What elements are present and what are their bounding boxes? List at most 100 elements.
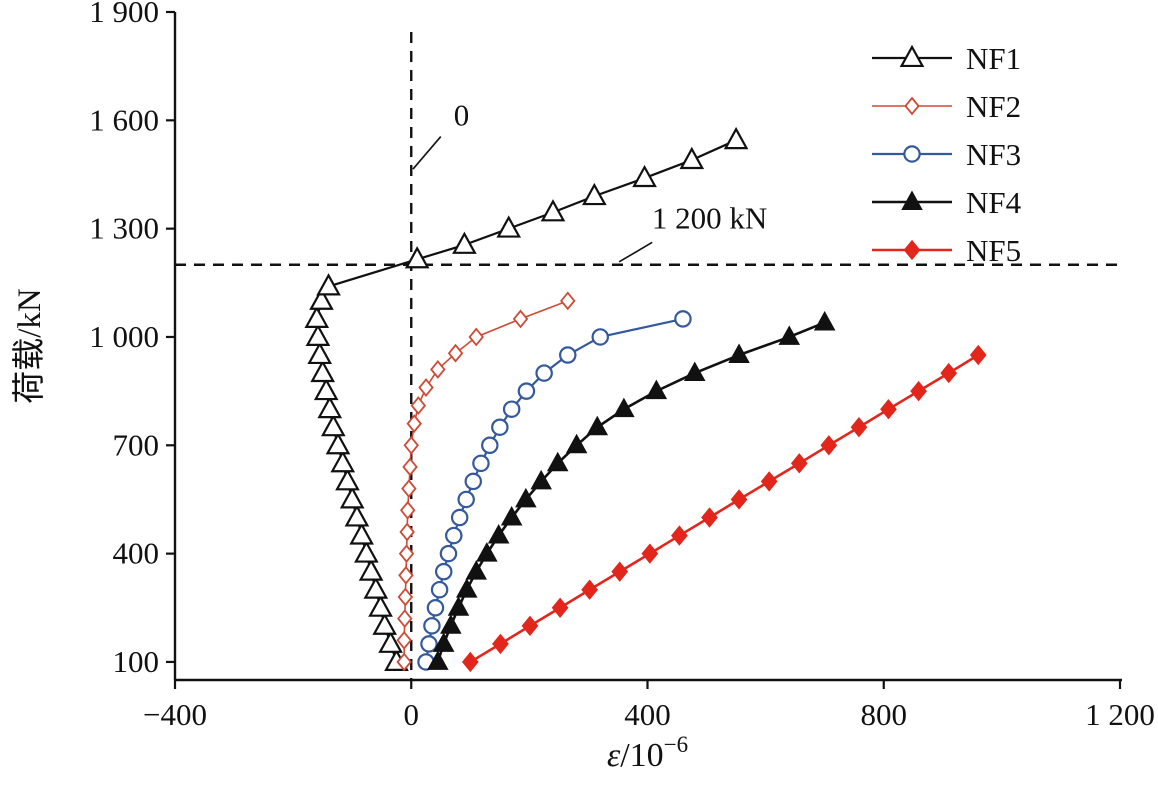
marker-diamond-filled: [671, 525, 688, 546]
legend-item-NF2: NF2: [872, 89, 1021, 124]
series-NF3: [417, 310, 692, 671]
series-NF2: [396, 291, 576, 672]
marker-diamond-filled: [760, 471, 778, 492]
marker-triangle-filled: [546, 451, 569, 472]
series-NF1: [304, 126, 749, 671]
marker-diamond-filled: [903, 239, 921, 261]
x-tick-label: 400: [624, 697, 671, 732]
marker-triangle-open: [316, 273, 341, 296]
marker-diamond-open: [418, 378, 434, 397]
series-NF4: [427, 310, 836, 670]
marker-circle-open: [439, 544, 458, 563]
marker-circle-open: [472, 454, 490, 473]
marker-triangle-open: [317, 395, 343, 419]
marker-diamond-open: [398, 544, 415, 564]
marker-triangle-open: [339, 486, 365, 509]
y-axis-title: 荷载/kN: [11, 288, 48, 404]
marker-triangle-open: [310, 359, 335, 383]
marker-diamond-open: [560, 291, 576, 311]
annotation-text: 1 200 kN: [652, 201, 767, 236]
marker-diamond-filled: [701, 507, 718, 528]
marker-triangle-open: [305, 323, 331, 346]
marker-diamond-filled: [611, 561, 629, 582]
legend: NF1 NF2 NF3 NF4 NF5: [872, 41, 1022, 268]
marker-circle-open: [426, 599, 445, 617]
marker-diamond-open: [406, 414, 422, 434]
marker-circle-open: [450, 508, 469, 527]
marker-triangle-open: [344, 504, 370, 527]
marker-triangle-filled: [565, 433, 588, 454]
marker-diamond-filled: [641, 543, 659, 564]
marker-triangle-filled: [465, 560, 487, 580]
marker-triangle-open: [309, 287, 334, 310]
marker-diamond-filled: [880, 399, 897, 420]
marker-diamond-filled: [461, 651, 479, 673]
marker-triangle-filled: [487, 524, 510, 544]
annotation-text: 0: [454, 98, 470, 133]
marker-triangle-open: [307, 341, 333, 365]
x-tick-label: 1 200: [1085, 697, 1155, 732]
legend-label-NF2: NF2: [966, 89, 1021, 124]
marker-diamond-open: [399, 500, 416, 520]
reference-lines: [175, 32, 1120, 680]
marker-circle-open: [445, 526, 463, 545]
series-line-NF5: [469, 353, 979, 664]
marker-diamond-open: [402, 457, 418, 477]
legend-item-NF1: NF1: [872, 41, 1021, 76]
marker-triangle-open: [679, 146, 705, 170]
marker-triangle-open: [378, 630, 403, 653]
marker-diamond-filled: [730, 489, 748, 510]
marker-diamond-open: [403, 435, 419, 455]
legend-label-NF4: NF4: [966, 185, 1022, 220]
x-tick-label: 0: [404, 697, 420, 732]
marker-triangle-filled: [515, 487, 537, 508]
marker-triangle-open: [320, 413, 346, 437]
annotation-leader-line: [412, 136, 442, 170]
marker-diamond-filled: [820, 435, 838, 456]
y-tick-label: 1 000: [89, 319, 159, 354]
marker-triangle-filled: [586, 415, 609, 436]
marker-circle-open: [517, 382, 536, 400]
marker-triangle-filled: [500, 505, 523, 526]
marker-circle-open: [502, 400, 521, 418]
marker-triangle-open: [372, 612, 397, 635]
marker-triangle-open: [313, 377, 339, 401]
marker-triangle-filled: [728, 343, 750, 363]
marker-triangle-open: [723, 126, 749, 150]
marker-circle-open: [559, 346, 577, 364]
marker-triangle-open: [363, 576, 389, 599]
y-tick-label: 1 600: [89, 102, 159, 137]
marker-triangle-filled: [813, 310, 836, 331]
marker-diamond-filled: [521, 615, 539, 637]
marker-diamond-open: [396, 652, 412, 672]
marker-diamond-open: [430, 360, 446, 379]
marker-triangle-open: [330, 450, 356, 473]
marker-triangle-open: [304, 305, 330, 328]
marker-triangle-filled: [427, 650, 449, 670]
marker-diamond-open: [468, 327, 484, 347]
marker-diamond-filled: [969, 344, 987, 366]
marker-diamond-open: [904, 96, 920, 116]
marker-circle-open: [434, 562, 453, 581]
marker-triangle-filled: [613, 397, 635, 418]
legend-item-NF3: NF3: [872, 137, 1021, 172]
legend-label-NF5: NF5: [966, 233, 1021, 268]
legend-item-NF4: NF4: [872, 185, 1022, 220]
marker-diamond-filled: [850, 417, 868, 438]
marker-circle-open: [457, 490, 475, 509]
marker-diamond-open: [396, 630, 412, 650]
marker-triangle-filled: [440, 614, 462, 634]
marker-circle-open: [420, 635, 438, 653]
marker-diamond-open: [447, 343, 464, 363]
x-axis-title: ε/10−6: [607, 732, 688, 774]
legend-item-NF5: NF5: [872, 233, 1021, 268]
y-tick-label: 1 900: [89, 0, 159, 29]
marker-diamond-filled: [581, 579, 598, 600]
y-tick-label: 100: [113, 644, 160, 679]
marker-triangle-open: [354, 540, 379, 563]
x-tick-label: −400: [143, 697, 207, 732]
marker-diamond-open: [410, 396, 427, 415]
series-line-NF4: [436, 321, 826, 663]
